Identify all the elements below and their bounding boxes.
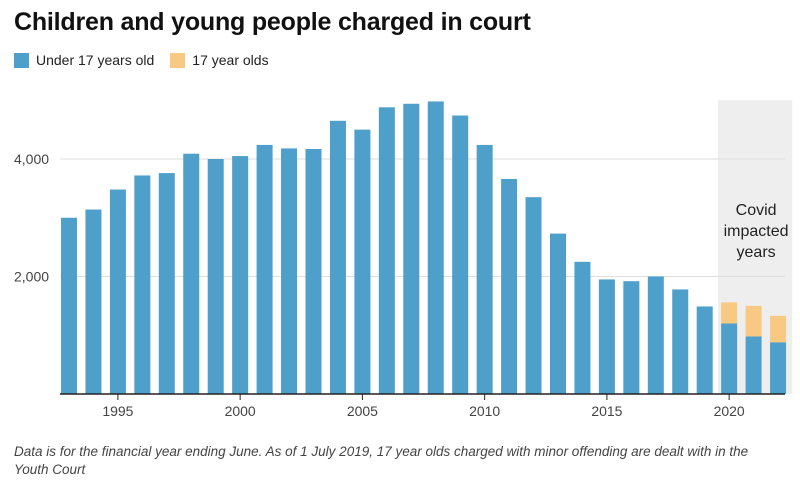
bar-under-17-2001 <box>256 144 273 394</box>
bar-under-17-2007 <box>403 103 420 395</box>
legend-swatch-17-year-olds <box>170 52 186 68</box>
bar-under-17-2000 <box>232 156 249 394</box>
x-tick-label-2010: 2010 <box>469 403 500 419</box>
y-tick-label-4000: 4,000 <box>14 151 49 167</box>
bar-under-17-2005 <box>354 129 371 394</box>
bar-under-17-2002 <box>281 148 298 394</box>
legend-label-under-17: Under 17 years old <box>36 52 155 68</box>
x-tick-label-2015: 2015 <box>591 403 622 419</box>
legend-item-17-year-olds: 17 year olds <box>170 52 269 68</box>
bar-under-17-2014 <box>574 261 591 394</box>
covid-annotation-line-1: Covid <box>736 202 777 219</box>
x-tick-label-2020: 2020 <box>714 403 745 419</box>
bar-under-17-2012 <box>525 197 542 394</box>
bar-under-17-2013 <box>550 233 566 394</box>
y-tick-label-2000: 2,000 <box>14 269 49 285</box>
chart-title: Children and young people charged in cou… <box>14 8 531 36</box>
bar-under-17-2022 <box>770 342 787 394</box>
bar-under-17-2008 <box>427 101 444 395</box>
bar-under-17-2015 <box>598 279 615 394</box>
bar-under-17-1996 <box>134 175 151 394</box>
bar-under-17-1997 <box>158 173 175 394</box>
bar-under-17-1994 <box>85 209 102 394</box>
legend: Under 17 years old 17 year olds <box>14 52 285 68</box>
bar-under-17-2018 <box>672 289 689 394</box>
bar-under-17-1993 <box>61 217 77 394</box>
bar-17-year-olds-2022 <box>770 315 787 343</box>
bar-under-17-1998 <box>183 153 200 394</box>
legend-swatch-under-17 <box>14 52 29 68</box>
covid-annotation-line-3: years <box>737 244 776 261</box>
bar-under-17-2011 <box>501 178 518 394</box>
bar-under-17-2006 <box>378 107 395 395</box>
bar-under-17-2009 <box>452 115 469 395</box>
bar-under-17-1999 <box>207 159 224 394</box>
bar-under-17-2021 <box>745 336 762 394</box>
footnote: Data is for the financial year ending Ju… <box>14 444 749 477</box>
bar-under-17-2004 <box>329 120 346 394</box>
legend-item-under-17: Under 17 years old <box>14 52 154 68</box>
bar-under-17-2010 <box>476 144 493 394</box>
bar-under-17-2003 <box>305 149 322 394</box>
x-tick-label-2005: 2005 <box>347 403 378 419</box>
legend-label-17-year-olds: 17 year olds <box>192 52 269 68</box>
bar-under-17-1995 <box>109 189 126 394</box>
bar-under-17-2020 <box>721 323 738 394</box>
bar-17-year-olds-2021 <box>745 305 762 337</box>
bar-under-17-2017 <box>647 276 664 394</box>
bar-17-year-olds-2020 <box>721 302 738 324</box>
x-tick-label-1995: 1995 <box>102 403 133 419</box>
bar-under-17-2019 <box>696 306 713 394</box>
x-tick-label-2000: 2000 <box>225 403 256 419</box>
bar-under-17-2016 <box>623 281 640 394</box>
covid-annotation-line-2: impacted <box>724 223 789 240</box>
